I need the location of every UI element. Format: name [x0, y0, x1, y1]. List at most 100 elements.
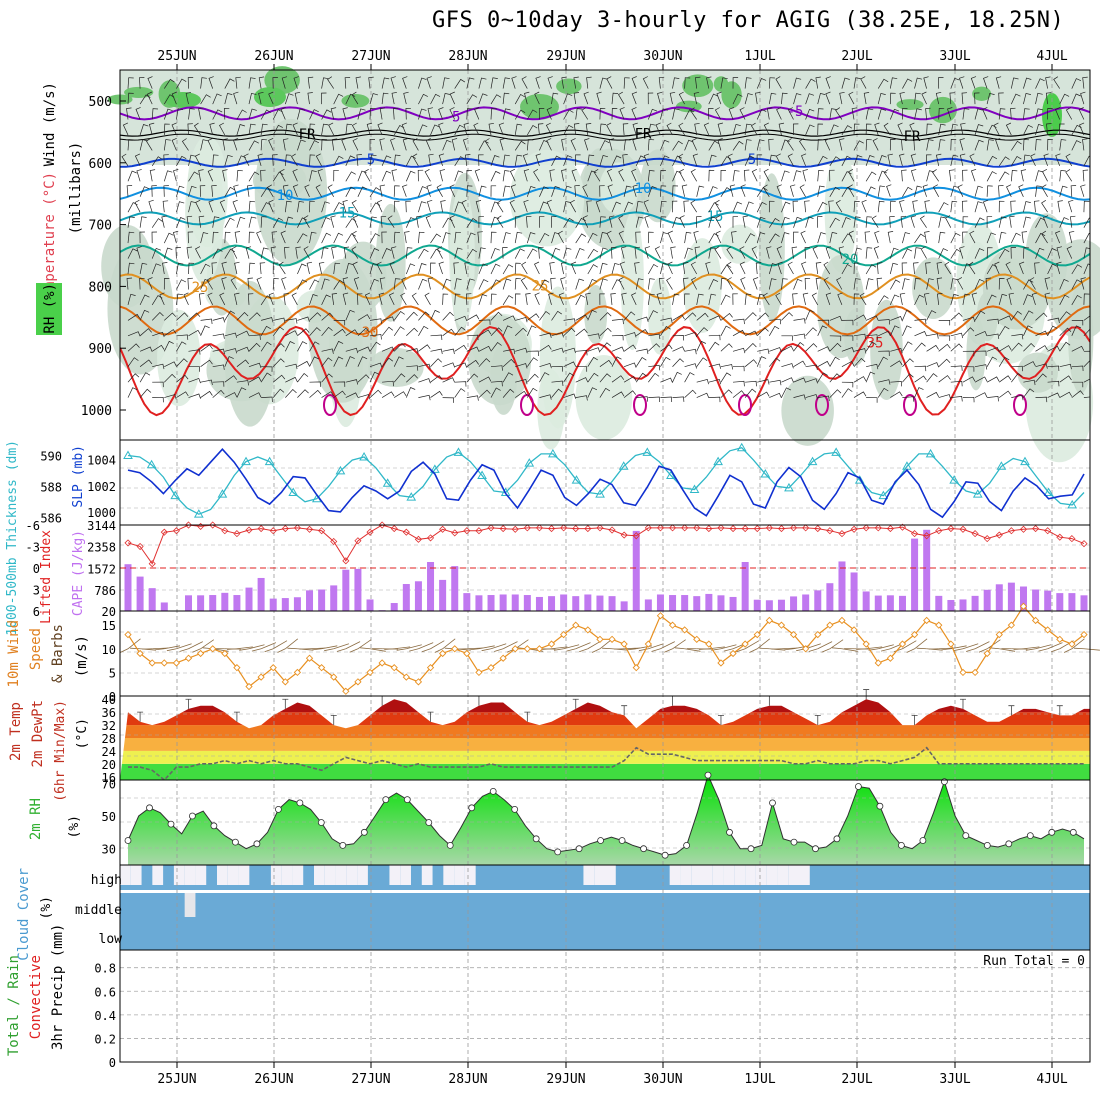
- cloud-high-clear: [756, 865, 767, 885]
- chart-title: GFS 0~10day 3-hourly for AGIG (38.25E, 1…: [432, 8, 1064, 33]
- cloud-high-clear: [465, 865, 476, 885]
- cloud-high-clear: [443, 865, 454, 885]
- cape-bar: [572, 596, 579, 611]
- wind10m-barb: [639, 649, 648, 651]
- ylabel-rh-pct: (%): [67, 815, 82, 838]
- ytick-temp: 24: [102, 745, 116, 759]
- wind10m-barb: [818, 642, 832, 649]
- wind10m-barb: [288, 648, 298, 649]
- cape-bar: [863, 591, 870, 611]
- cape-bar: [1044, 591, 1051, 611]
- cape-bar: [367, 599, 374, 611]
- cape-bar: [475, 595, 482, 611]
- ytick-li: -3: [26, 541, 40, 555]
- date-label-top: 30JUN: [643, 49, 682, 64]
- date-label-bottom: 27JUN: [351, 1072, 390, 1087]
- rh-blob: [721, 225, 759, 264]
- isotherm-label: FR: [904, 129, 921, 145]
- cape-bar: [354, 569, 361, 611]
- rh-point: [898, 842, 904, 848]
- wind10m-point: [161, 660, 167, 666]
- cloud-high-clear: [594, 865, 605, 885]
- cloud-mid-patch: [185, 893, 196, 917]
- cape-bar: [705, 594, 712, 611]
- cape-bar: [959, 599, 966, 611]
- ytick-li: -6: [26, 519, 40, 533]
- ytick-rh: 50: [102, 810, 116, 824]
- wind10m-barb: [358, 640, 371, 649]
- rh-blob-moist: [556, 78, 582, 94]
- cloud-high-clear: [185, 865, 196, 885]
- ylabel-3hr-precip: 3hr Precip (mm): [50, 924, 66, 1050]
- ytick-wind10m: 5: [109, 666, 116, 680]
- ytick-precip: 0.6: [94, 985, 116, 999]
- ytick-pressure: 700: [89, 219, 112, 234]
- cape-bar: [923, 530, 930, 611]
- rh-blob: [983, 247, 1051, 330]
- ylabel-2mdewpt: 2m DewPt: [30, 700, 46, 767]
- wind10m-barb: [1074, 648, 1084, 649]
- rh-blob-moist: [896, 99, 923, 110]
- cloud-high-clear: [583, 865, 594, 885]
- ytick-thickness: 590: [40, 449, 62, 463]
- ylabel-cape: CAPE (J/kg): [71, 530, 86, 616]
- rh-point: [297, 800, 303, 806]
- cape-bar: [270, 599, 277, 611]
- wind10m-point: [609, 636, 615, 642]
- ylabel-total-rain: Total / Rain: [6, 955, 22, 1056]
- cloud-high-clear: [282, 865, 293, 885]
- cloud-high-clear: [357, 865, 368, 885]
- wind10m-barb: [418, 643, 433, 649]
- rh-blob: [510, 150, 584, 247]
- isotherm-label: 30: [362, 325, 379, 341]
- cape-bar: [209, 595, 216, 611]
- cape-bar: [282, 598, 289, 611]
- cape-bar: [258, 578, 265, 611]
- cape-bar: [838, 561, 845, 611]
- ytick-temp: 40: [102, 693, 116, 707]
- cape-bar: [500, 594, 507, 611]
- cape-bar: [814, 590, 821, 611]
- cape-bar: [1056, 593, 1063, 611]
- cloud-high-clear: [422, 865, 433, 885]
- rh-point: [576, 846, 582, 852]
- wind10m-barb: [273, 641, 287, 649]
- cape-bar: [427, 562, 434, 611]
- cape-bar: [621, 601, 628, 611]
- cape-bar: [717, 595, 724, 611]
- date-label-top: 29JUN: [546, 49, 585, 64]
- rh-point: [426, 820, 432, 826]
- cape-bar: [802, 594, 809, 611]
- cloud-high-clear: [691, 865, 702, 885]
- cloud-high-clear: [228, 865, 239, 885]
- date-label-top: 25JUN: [157, 49, 196, 64]
- cloud-high-clear: [777, 865, 788, 885]
- wind10m-barb: [567, 649, 576, 651]
- rh-point: [770, 800, 776, 806]
- cloud-high-clear: [325, 865, 336, 885]
- date-label-top: 3JUL: [939, 49, 970, 64]
- wind10m-point: [960, 669, 966, 675]
- cape-bar: [778, 600, 785, 611]
- rh-point: [404, 797, 410, 803]
- wind10m-barb: [324, 649, 334, 651]
- rh-area: [128, 775, 1084, 865]
- date-label-bottom: 25JUN: [157, 1072, 196, 1087]
- cloud-high-clear: [152, 865, 163, 885]
- wind10m-point: [464, 651, 470, 657]
- isotherm-label: 35: [867, 335, 884, 351]
- wind10m-barb: [576, 643, 591, 649]
- rh-point: [254, 841, 260, 847]
- rh-point: [469, 805, 475, 811]
- date-label-top: 4JUL: [1036, 49, 1067, 64]
- ytick-cape: 2358: [87, 541, 116, 555]
- isotherm-label: 5: [748, 152, 756, 168]
- temp-minmax: [766, 696, 772, 706]
- cape-bar: [693, 596, 700, 611]
- ytick-pressure: 1000: [81, 404, 112, 419]
- temp-band: [120, 725, 1090, 738]
- wind10m-barb: [917, 648, 927, 649]
- cloud-high-clear: [389, 865, 400, 885]
- rh-point: [447, 842, 453, 848]
